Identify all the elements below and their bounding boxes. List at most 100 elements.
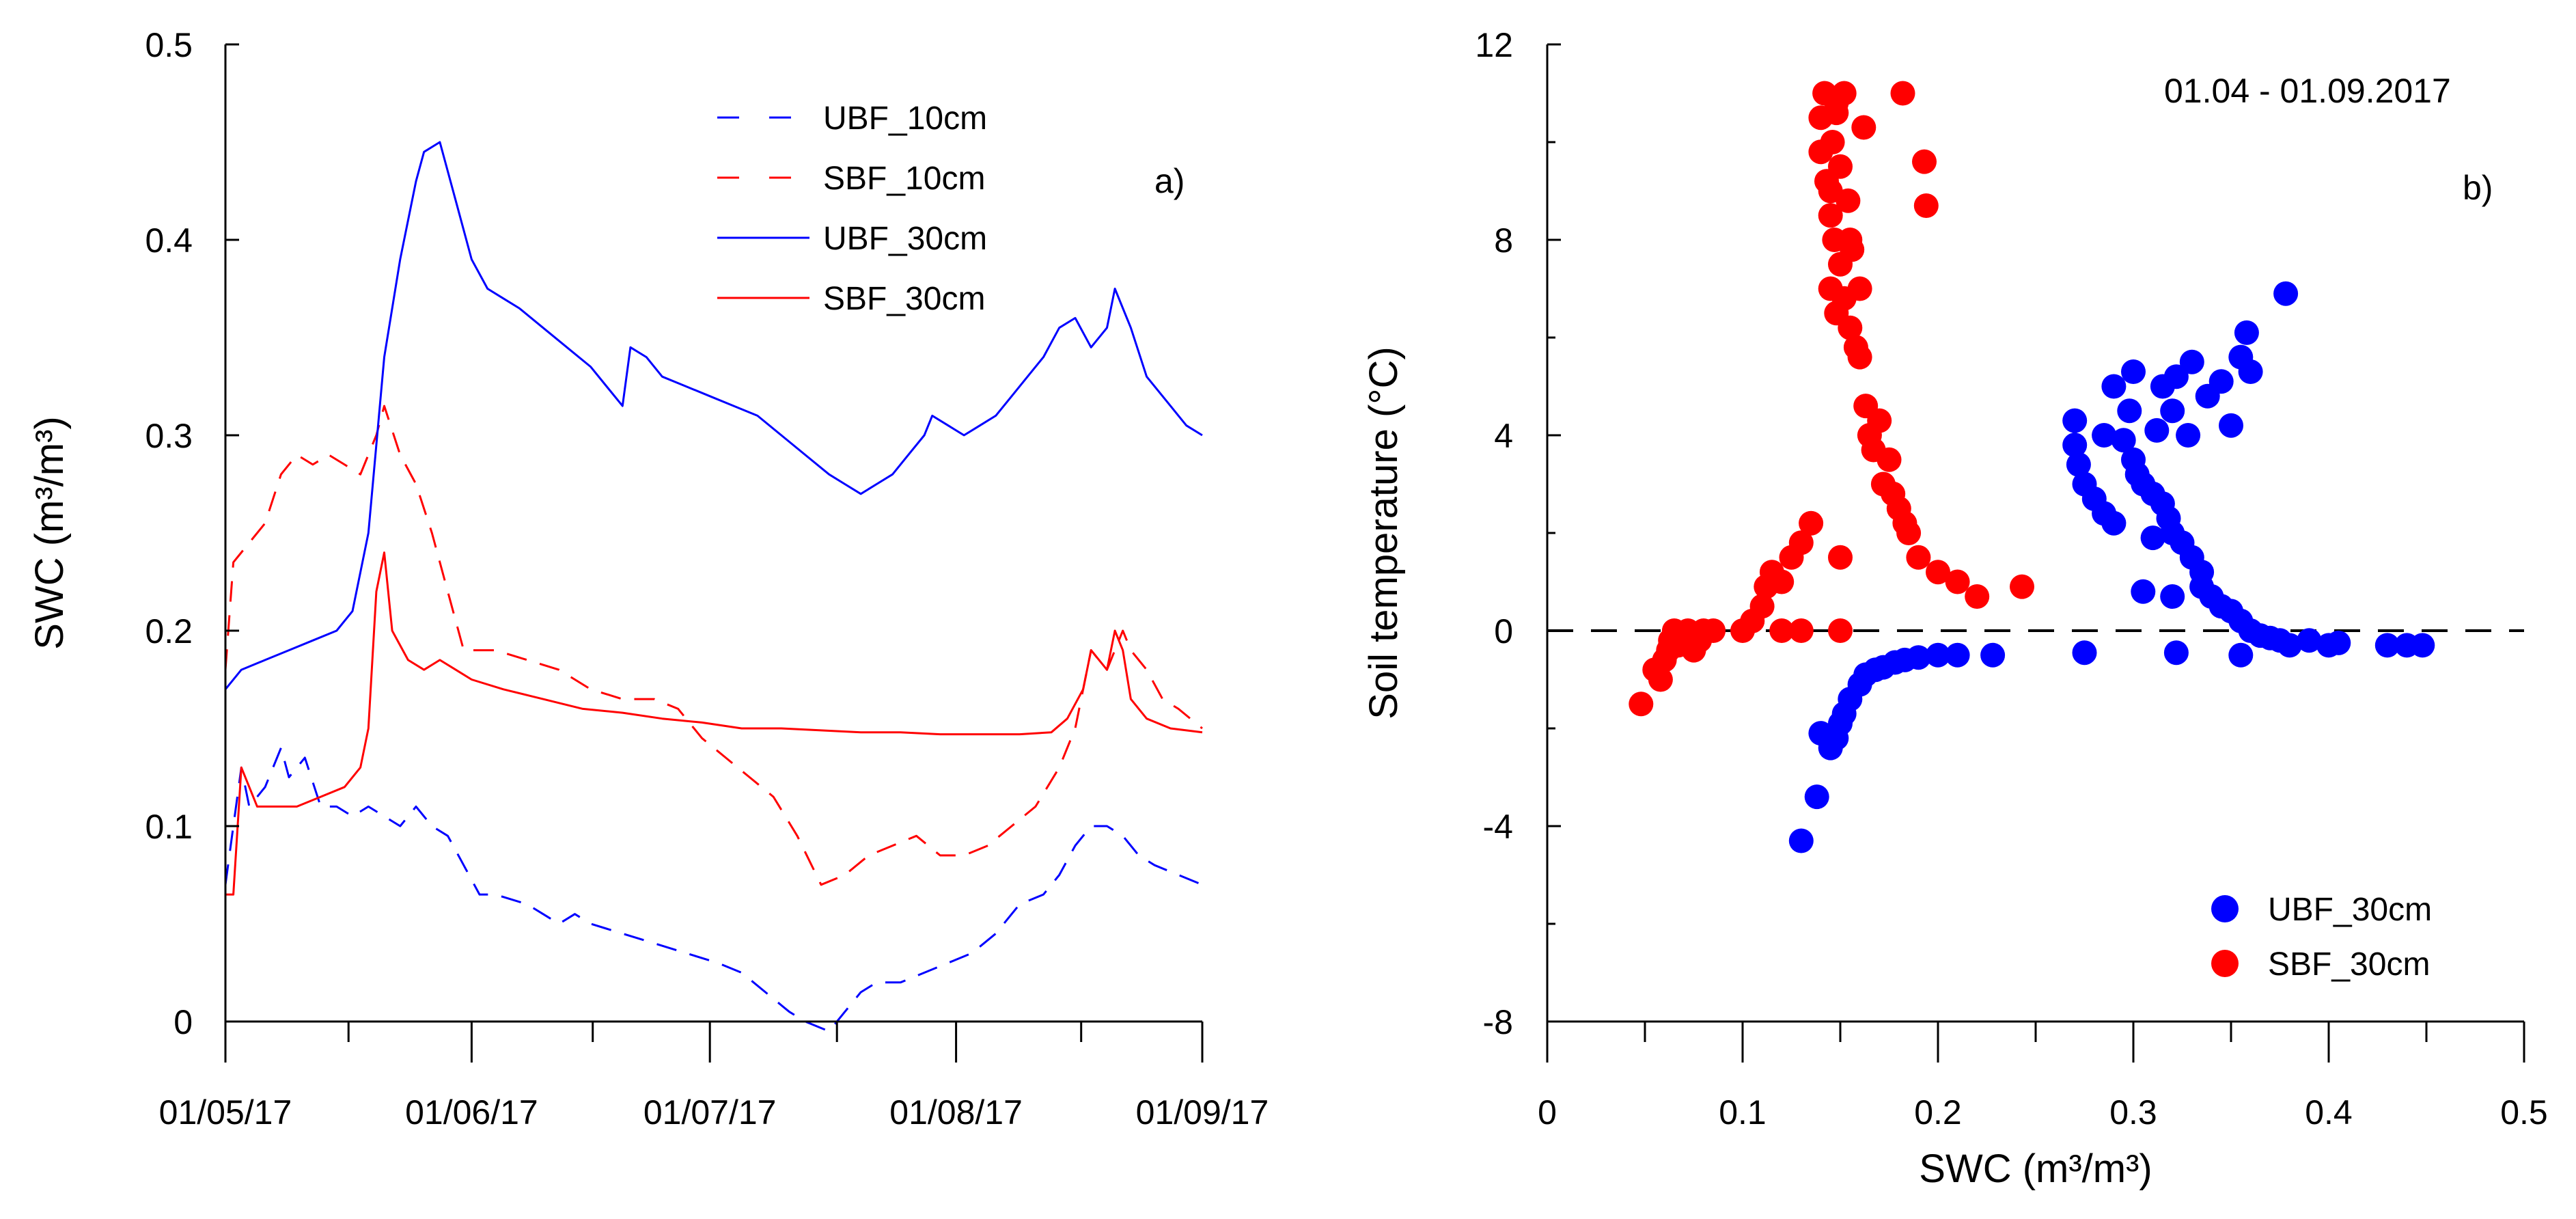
scatter-point-sbf-30cm — [1769, 569, 1795, 594]
scatter-point-sbf-30cm — [1824, 90, 1849, 115]
scatter-point-ubf-30cm — [1804, 784, 1829, 810]
scatter-point-ubf-30cm — [1945, 642, 1970, 668]
panel-a-x-tick-label: 01/08/17 — [889, 1093, 1023, 1132]
scatter-point-sbf-30cm — [1838, 315, 1863, 340]
scatter-point-ubf-30cm — [2297, 628, 2322, 653]
scatter-point-ubf-30cm — [2121, 359, 2146, 384]
panel-a-x-tick-label: 01/05/17 — [159, 1093, 292, 1132]
panel-a-y-tick-label: 0.5 — [145, 26, 193, 64]
scatter-point-sbf-30cm — [1867, 408, 1892, 433]
scatter-point-sbf-30cm — [1828, 154, 1853, 179]
panel-b-panel-label: b) — [2463, 169, 2493, 207]
scatter-point-sbf-30cm — [1828, 618, 1853, 643]
scatter-point-ubf-30cm — [2234, 320, 2259, 345]
scatter-point-sbf-30cm — [1896, 521, 1922, 545]
panel-b-date-range-annotation: 01.04 - 01.09.2017 — [2164, 72, 2451, 110]
scatter-point-ubf-30cm — [2277, 633, 2302, 658]
legend-label-sbf-30cm: SBF_30cm — [823, 281, 985, 317]
panel-b-y-tick-label: 8 — [1494, 221, 1513, 260]
scatter-point-sbf-30cm — [1828, 545, 1853, 570]
panel-a-x-tick-label: 01/06/17 — [405, 1093, 538, 1132]
panel-a-line-chart: 0 0.1 0.2 0.3 0.4 0.5 01/05/17 01/06/17 01/07/17… — [27, 26, 1269, 1132]
scatter-point-ubf-30cm — [2066, 452, 2091, 477]
panel-a-y-tick-label: 0.2 — [145, 612, 193, 650]
legend-label-sbf-30cm: SBF_30cm — [2268, 946, 2430, 983]
scatter-point-sbf-30cm — [1820, 130, 1845, 154]
scatter-point-ubf-30cm — [2163, 640, 2189, 666]
scatter-point-ubf-30cm — [2326, 630, 2351, 655]
panel-b-y-axis-title: Soil temperature (°C) — [1361, 346, 1406, 719]
panel-b-x-axis-title: SWC (m³/m³) — [1919, 1147, 2152, 1191]
panel-b-ticks: -8 -4 0 4 8 12 0 0.1 0.2 0.3 0.4 0.5 — [1475, 26, 2547, 1132]
panel-b-y-tick-label: 0 — [1494, 612, 1513, 650]
scatter-point-sbf-30cm — [1749, 594, 1775, 619]
panel-b-x-tick-label: 0.2 — [1914, 1093, 1962, 1132]
scatter-point-sbf-30cm — [1648, 667, 1673, 692]
panel-b-legend: UBF_30cm SBF_30cm — [2211, 892, 2432, 983]
scatter-point-ubf-30cm — [2410, 633, 2435, 658]
scatter-point-ubf-30cm — [2176, 423, 2201, 448]
scatter-point-ubf-30cm — [2228, 642, 2254, 668]
panel-b-x-tick-label: 0.1 — [1719, 1093, 1767, 1132]
legend-label-ubf-10cm: UBF_10cm — [823, 100, 987, 137]
scatter-point-ubf-30cm — [2219, 413, 2243, 438]
scatter-point-sbf-30cm — [1847, 276, 1872, 301]
panel-a-x-tick-label: 01/09/17 — [1136, 1093, 1269, 1132]
scatter-point-ubf-30cm — [2238, 359, 2263, 384]
panel-a-y-tick-label: 0.3 — [145, 417, 193, 455]
scatter-point-ubf-30cm — [2160, 398, 2185, 424]
series-line-ubf-10cm — [224, 747, 1203, 1032]
legend-label-ubf-30cm: UBF_30cm — [2268, 892, 2432, 928]
scatter-point-sbf-30cm — [1818, 178, 1843, 204]
scatter-point-ubf-30cm — [2374, 633, 2400, 658]
scatter-point-ubf-30cm — [2117, 398, 2142, 424]
scatter-point-sbf-30cm — [1838, 228, 1863, 252]
scatter-point-ubf-30cm — [2062, 408, 2088, 433]
panel-b-y-tick-label: -4 — [1483, 808, 1513, 846]
panel-a-y-tick-label: 0.4 — [145, 221, 193, 260]
legend-marker-sbf-30cm — [2211, 950, 2239, 977]
scatter-point-sbf-30cm — [1799, 510, 1824, 536]
scatter-point-sbf-30cm — [1788, 618, 1814, 643]
scatter-point-ubf-30cm — [2101, 374, 2127, 399]
scatter-point-sbf-30cm — [1788, 530, 1814, 556]
scatter-point-ubf-30cm — [1926, 642, 1950, 668]
scatter-point-sbf-30cm — [1926, 560, 1950, 585]
panel-b-x-tick-label: 0 — [1538, 1093, 1557, 1132]
scatter-point-sbf-30cm — [1906, 545, 1931, 570]
scatter-point-sbf-30cm — [1913, 193, 1939, 218]
panel-a-y-tick-label: 0 — [174, 1003, 193, 1041]
series-line-sbf-10cm — [224, 405, 1203, 886]
panel-b-y-tick-label: -8 — [1483, 1003, 1513, 1041]
scatter-point-ubf-30cm — [2062, 433, 2088, 458]
scatter-point-ubf-30cm — [2160, 584, 2185, 609]
panel-b-x-tick-label: 0.4 — [2305, 1093, 2353, 1132]
panel-b-scatter-chart: -8 -4 0 4 8 12 0 0.1 0.2 0.3 0.4 0.5 SWC (m³/m³) So… — [1361, 26, 2548, 1191]
legend-label-sbf-10cm: SBF_10cm — [823, 161, 985, 197]
scatter-point-sbf-30cm — [1818, 203, 1843, 228]
panel-a-y-axis-title: SWC (m³/m³) — [27, 416, 72, 649]
scatter-point-ubf-30cm — [2111, 428, 2136, 453]
scatter-point-ubf-30cm — [2144, 417, 2170, 443]
scatter-point-sbf-30cm — [1851, 115, 1876, 140]
scatter-point-ubf-30cm — [1980, 642, 2006, 668]
scatter-point-sbf-30cm — [1912, 149, 1937, 174]
scatter-point-ubf-30cm — [1788, 828, 1814, 853]
scatter-point-ubf-30cm — [2072, 640, 2097, 666]
scatter-point-ubf-30cm — [1906, 645, 1931, 670]
scatter-point-sbf-30cm — [1945, 569, 1970, 594]
panel-a-x-tick-label: 01/07/17 — [643, 1093, 777, 1132]
scatter-point-ubf-30cm — [2179, 349, 2204, 374]
scatter-point-sbf-30cm — [1629, 691, 1654, 717]
legend-marker-ubf-30cm — [2211, 895, 2239, 922]
panel-b-y-tick-label: 12 — [1475, 26, 1513, 64]
scatter-point-ubf-30cm — [2208, 369, 2234, 394]
panel-b-x-tick-label: 0.5 — [2500, 1093, 2548, 1132]
series-line-sbf-30cm — [225, 551, 1203, 896]
scatter-point-ubf-30cm — [2131, 579, 2156, 604]
scatter-point-ubf-30cm — [2140, 525, 2165, 551]
panel-b-points-group — [1629, 81, 2435, 853]
series-line-ubf-30cm — [224, 141, 1203, 690]
scatter-point-ubf-30cm — [2101, 510, 2127, 536]
